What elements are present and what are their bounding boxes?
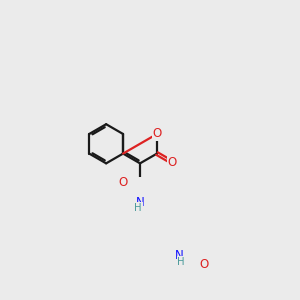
Text: O: O (199, 258, 208, 271)
Text: N: N (136, 196, 144, 209)
Text: N: N (175, 250, 184, 262)
Text: O: O (118, 176, 127, 189)
Text: O: O (152, 128, 162, 140)
Text: O: O (168, 156, 177, 169)
Text: H: H (177, 256, 185, 267)
Text: H: H (134, 203, 142, 213)
